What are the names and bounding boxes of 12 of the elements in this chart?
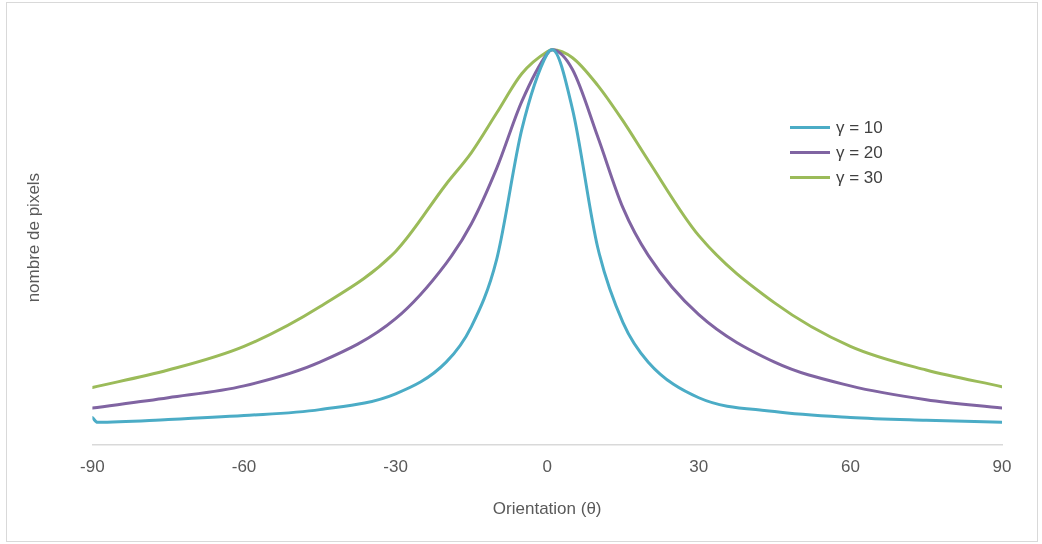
- x-tick-label: 90: [992, 457, 1012, 477]
- x-tick-label: 60: [840, 457, 860, 477]
- legend-label: γ = 30: [836, 167, 883, 188]
- x-axis-title: Orientation (θ): [492, 499, 602, 519]
- legend-label: γ = 10: [836, 117, 883, 138]
- x-tick-label: 0: [542, 457, 552, 477]
- legend-label: γ = 20: [836, 142, 883, 163]
- x-tick-label: -30: [383, 457, 408, 477]
- x-tick-label: -90: [80, 457, 105, 477]
- x-tick-label: -60: [231, 457, 257, 477]
- y-axis-title: nombre de pixels: [23, 172, 43, 303]
- x-tick-label: 30: [689, 457, 709, 477]
